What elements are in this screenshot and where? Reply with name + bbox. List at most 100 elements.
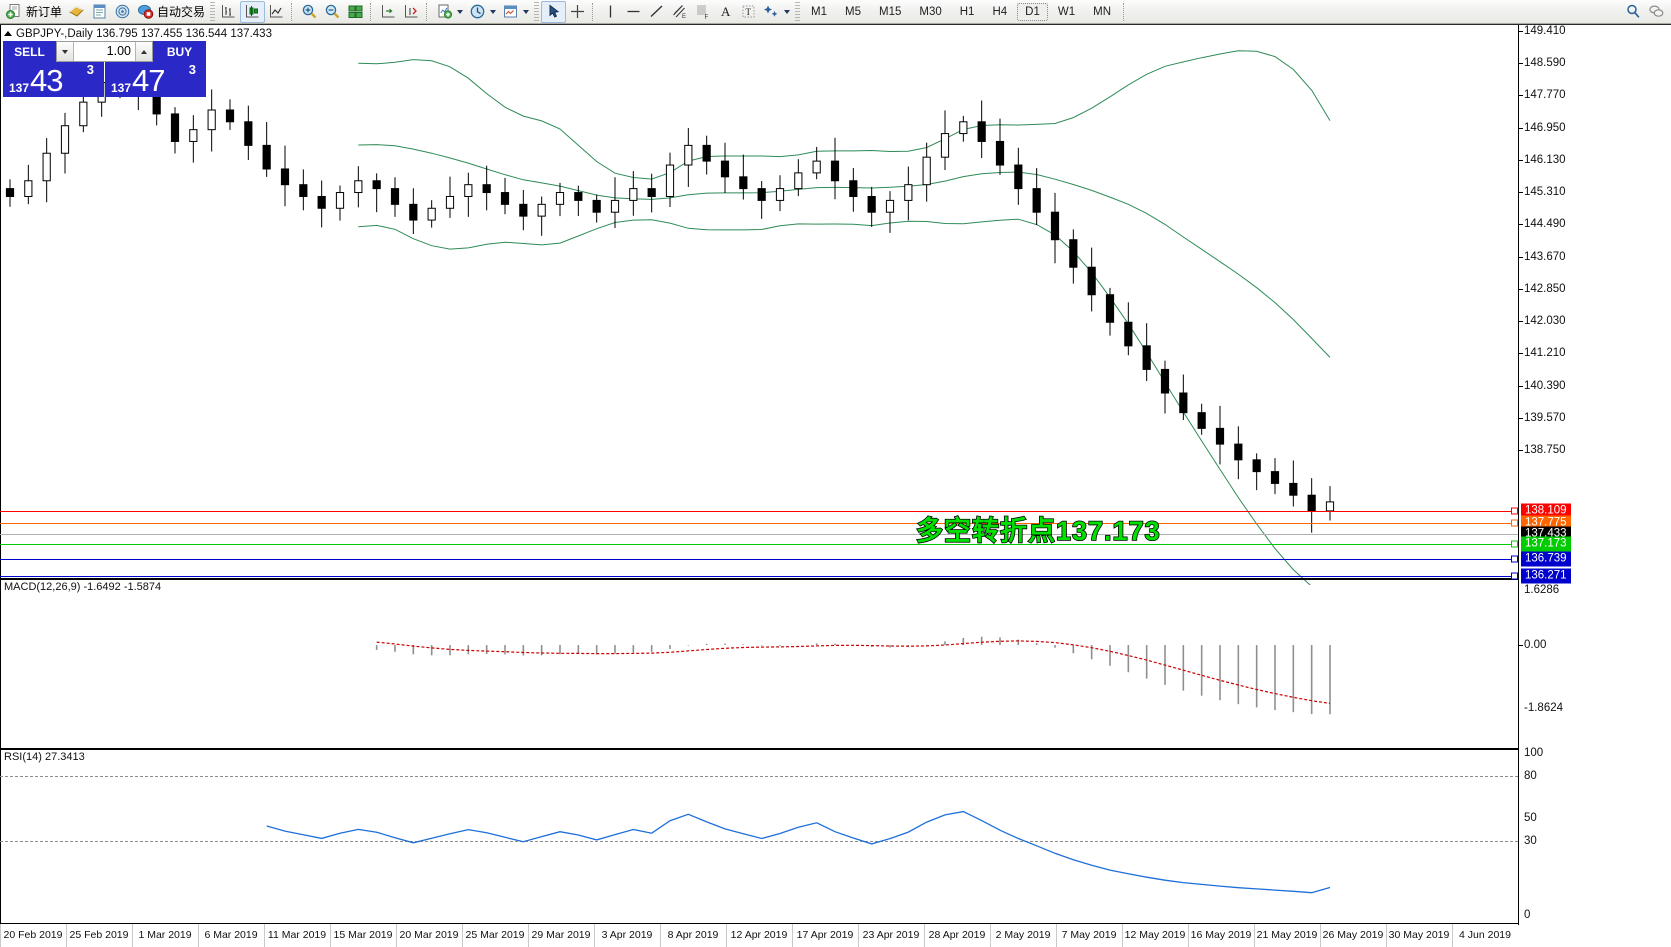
time-axis-separator bbox=[396, 924, 397, 947]
candlestick bbox=[1142, 323, 1151, 382]
fibonacci-button[interactable]: F bbox=[691, 1, 714, 23]
price-line-support-upper[interactable] bbox=[0, 559, 1518, 560]
time-axis-separator bbox=[858, 924, 859, 947]
price-line-handle-resistance-lower[interactable] bbox=[1511, 519, 1518, 527]
price-line-pivot-turning[interactable] bbox=[0, 544, 1518, 545]
toolbar-grip-3[interactable] bbox=[795, 2, 801, 21]
toolbar-grip-1[interactable] bbox=[210, 2, 216, 21]
price-line-resistance-upper[interactable] bbox=[0, 511, 1518, 512]
time-axis-separator bbox=[924, 924, 925, 947]
templates-dropdown-caret[interactable] bbox=[523, 9, 530, 14]
trendline-button[interactable] bbox=[645, 1, 668, 23]
time-tick-label: 25 Mar 2019 bbox=[465, 929, 525, 941]
svg-text:F: F bbox=[705, 15, 709, 20]
chart-annotation-text[interactable]: 多空转折点137.173 bbox=[915, 515, 1161, 547]
arrows-button[interactable] bbox=[760, 1, 793, 23]
buy-button[interactable]: BUY bbox=[153, 41, 206, 62]
buy-price-fraction: 3 bbox=[188, 62, 196, 77]
chat-button[interactable] bbox=[1645, 1, 1668, 23]
trade-panel-prices: 137 43 3 137 47 3 bbox=[3, 62, 206, 98]
sell-price-prefix: 137 bbox=[9, 81, 30, 95]
period-button[interactable] bbox=[466, 1, 499, 23]
candlestick bbox=[959, 115, 968, 142]
candlestick bbox=[464, 172, 473, 217]
volume-decrease-button[interactable] bbox=[57, 42, 74, 61]
volume-increase-button[interactable] bbox=[135, 42, 152, 61]
toolbar-grip-2[interactable] bbox=[534, 2, 540, 21]
tile-windows-button[interactable] bbox=[344, 1, 367, 23]
timeframe-h1[interactable]: H1 bbox=[959, 5, 975, 18]
price-tag-pivot-turning[interactable]: 137.173 bbox=[1521, 536, 1571, 552]
buy-price-display[interactable]: 137 47 3 bbox=[105, 62, 206, 98]
expert-advisors-button[interactable] bbox=[65, 1, 88, 23]
add-indicator-button[interactable] bbox=[433, 1, 466, 23]
data-window-button[interactable] bbox=[88, 1, 111, 23]
new-order-button[interactable]: 新订单 bbox=[3, 1, 65, 23]
period-dropdown-caret[interactable] bbox=[490, 9, 497, 14]
toolbar-separator-4 bbox=[592, 2, 596, 21]
indicator-dropdown-caret[interactable] bbox=[457, 9, 464, 14]
timeframe-m15[interactable]: M15 bbox=[879, 5, 902, 18]
crosshair-icon bbox=[571, 5, 585, 18]
horizontal-line-button[interactable] bbox=[622, 1, 645, 23]
timeframe-group: M1 M5 M15 M30 H1 H4 D1 W1 MN bbox=[802, 2, 1120, 21]
price-tag-resistance-upper[interactable]: 138.109 bbox=[1521, 503, 1571, 519]
auto-scroll-button[interactable] bbox=[400, 1, 423, 23]
macd-tick-top: 1.6286 bbox=[1524, 584, 1560, 596]
cursor-tool-button[interactable] bbox=[541, 0, 567, 23]
candlestick bbox=[1252, 453, 1261, 491]
line-chart-button[interactable] bbox=[265, 1, 288, 23]
crosshair-tool-button[interactable] bbox=[566, 1, 589, 23]
bar-chart-button[interactable] bbox=[217, 1, 240, 23]
candlestick bbox=[629, 171, 638, 216]
time-tick-label: 15 Mar 2019 bbox=[333, 929, 393, 941]
sell-price-display[interactable]: 137 43 3 bbox=[3, 62, 104, 98]
chart-canvas[interactable]: GBPJPY-,Daily 136.795 137.455 136.544 13… bbox=[0, 24, 1671, 947]
price-tag-support-lower[interactable]: 136.271 bbox=[1521, 568, 1571, 584]
toolbar-separator-1 bbox=[291, 2, 295, 21]
price-tag-support-upper[interactable]: 136.739 bbox=[1521, 551, 1571, 567]
volume-stepper[interactable]: 1.00 bbox=[56, 41, 153, 62]
toolbar-separator-5 bbox=[1123, 2, 1127, 21]
new-order-icon bbox=[6, 4, 20, 19]
vertical-line-button[interactable] bbox=[599, 1, 622, 23]
collapse-triangle-icon[interactable] bbox=[4, 31, 12, 36]
rsi-overbought-line bbox=[0, 776, 1518, 777]
sell-button[interactable]: SELL bbox=[3, 41, 56, 62]
candlestick bbox=[1069, 229, 1078, 284]
svg-text:E: E bbox=[682, 14, 686, 20]
timeframe-mn[interactable]: MN bbox=[1093, 5, 1111, 18]
templates-button[interactable] bbox=[499, 1, 532, 23]
one-click-trading-panel[interactable]: SELL 1.00 BUY 137 43 3 137 47 3 bbox=[3, 41, 206, 98]
autotrading-button[interactable]: 自动交易 bbox=[134, 1, 208, 23]
navigator-button[interactable] bbox=[111, 1, 134, 23]
price-line-handle-pivot-turning[interactable] bbox=[1511, 540, 1518, 548]
time-axis-separator bbox=[198, 924, 199, 947]
candlestick-chart-button[interactable] bbox=[240, 0, 266, 23]
timeframe-h4[interactable]: H4 bbox=[992, 5, 1008, 18]
text-tool-button[interactable]: A bbox=[714, 1, 737, 23]
zoom-out-button[interactable] bbox=[321, 1, 344, 23]
search-button[interactable] bbox=[1622, 1, 1645, 23]
timeframe-w1[interactable]: W1 bbox=[1057, 5, 1076, 18]
price-line-handle-resistance-upper[interactable] bbox=[1511, 507, 1518, 515]
chart-shift-icon bbox=[382, 5, 395, 18]
timeframe-m1[interactable]: M1 bbox=[811, 5, 828, 18]
candlestick bbox=[1050, 192, 1060, 264]
price-line-resistance-lower[interactable] bbox=[0, 523, 1518, 524]
zoom-in-button[interactable] bbox=[298, 1, 321, 23]
timeframe-m5[interactable]: M5 bbox=[845, 5, 861, 18]
equidistant-channel-button[interactable]: E bbox=[668, 1, 691, 23]
arrows-dropdown-caret[interactable] bbox=[784, 9, 791, 14]
price-line-current-price[interactable] bbox=[0, 534, 1518, 535]
price-line-support-lower[interactable] bbox=[0, 576, 1518, 577]
volume-input[interactable]: 1.00 bbox=[106, 44, 131, 58]
text-label-button[interactable]: T bbox=[737, 1, 760, 23]
price-line-handle-support-lower[interactable] bbox=[1511, 572, 1518, 580]
navigator-icon bbox=[115, 4, 130, 19]
price-line-handle-support-upper[interactable] bbox=[1511, 555, 1518, 563]
price-tick-label: 149.410 bbox=[1524, 25, 1566, 37]
shift-end-button[interactable] bbox=[377, 1, 400, 23]
timeframe-d1[interactable]: D1 bbox=[1017, 2, 1048, 21]
timeframe-m30[interactable]: M30 bbox=[919, 5, 942, 18]
